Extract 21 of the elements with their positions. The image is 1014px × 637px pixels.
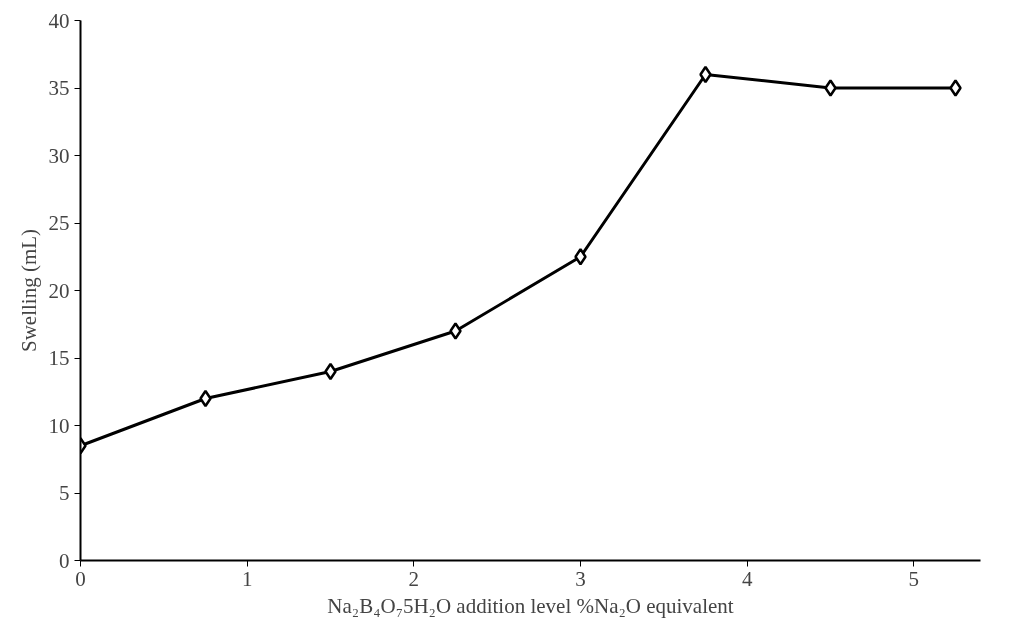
x-tick-label: 2 bbox=[408, 566, 420, 591]
y-tick-label: 40 bbox=[48, 8, 70, 33]
point bbox=[574, 248, 587, 266]
x-axis-title: Na₂B₄O₇5H₂O addition level %Na₂O equivalent bbox=[327, 593, 734, 618]
y-tick-label: 15 bbox=[48, 346, 70, 370]
y-axis-title: Swelling (mL) bbox=[16, 228, 41, 353]
y-tick-label: 25 bbox=[48, 211, 70, 235]
x-tick-label: 0 bbox=[75, 566, 86, 591]
x-tick-label: 3 bbox=[575, 566, 586, 591]
y-tick-label: 30 bbox=[48, 143, 70, 168]
y-tick-label: 0 bbox=[59, 548, 70, 573]
x-tick-label: 1 bbox=[241, 566, 253, 591]
point bbox=[449, 322, 462, 340]
x-tick-label: 4 bbox=[741, 566, 753, 591]
y-tick-label: 35 bbox=[48, 76, 70, 100]
point bbox=[824, 79, 837, 97]
y-tick-label: 20 bbox=[48, 278, 70, 303]
x-tick-label: 5 bbox=[908, 566, 920, 591]
y-tick-label: 10 bbox=[48, 413, 70, 438]
point bbox=[949, 79, 962, 97]
y-tick-label: 5 bbox=[59, 481, 70, 505]
